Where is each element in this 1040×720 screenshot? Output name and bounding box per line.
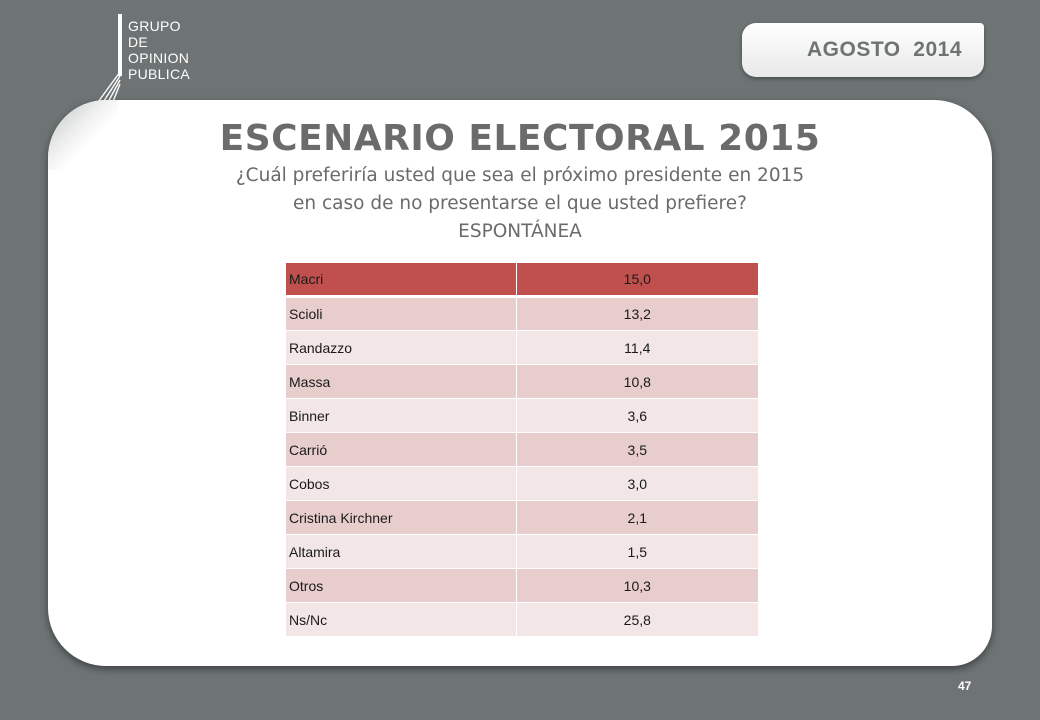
- candidate-value: 10,8: [515, 364, 760, 399]
- table-row: Carrió 3,5: [285, 432, 760, 467]
- table-row: Cristina Kirchner 2,1: [285, 500, 760, 535]
- candidate-value: 25,8: [515, 602, 760, 637]
- candidate-value: 1,5: [515, 534, 760, 569]
- candidate-name: Scioli: [285, 296, 517, 331]
- table-row: Cobos 3,0: [285, 466, 760, 501]
- candidate-value: 3,5: [515, 432, 760, 467]
- candidate-name: Altamira: [285, 534, 517, 569]
- table-row: Binner 3,6: [285, 398, 760, 433]
- page-number: 47: [958, 679, 972, 693]
- candidate-name: Ns/Nc: [285, 602, 517, 637]
- table-row: Macri 15,0: [285, 262, 760, 298]
- candidate-name: Randazzo: [285, 330, 517, 365]
- candidate-value: 15,0: [515, 262, 760, 298]
- table-row: Randazzo 11,4: [285, 330, 760, 365]
- logo-line: GRUPO: [128, 18, 181, 34]
- logo-line: OPINION: [128, 50, 190, 66]
- date-label: AGOSTO 2014: [806, 38, 962, 61]
- table-row: Altamira 1,5: [285, 534, 760, 569]
- table-row: Ns/Nc 25,8: [285, 602, 760, 637]
- candidate-name: Macri: [285, 262, 517, 298]
- candidate-name: Cobos: [285, 466, 517, 501]
- logo-wordmark: GRUPO DE OPINION PUBLICA: [128, 18, 190, 82]
- table-row: Otros 10,3: [285, 568, 760, 603]
- candidate-name: Otros: [285, 568, 517, 603]
- logo-line: PUBLICA: [128, 66, 191, 82]
- candidate-name: Massa: [285, 364, 517, 399]
- date-badge: AGOSTO 2014: [742, 23, 984, 77]
- table-row: Massa 10,8: [285, 364, 760, 399]
- candidate-name: Cristina Kirchner: [285, 500, 517, 535]
- candidate-name: Carrió: [285, 432, 517, 467]
- table-row: Scioli 13,2: [285, 296, 760, 331]
- logo-line: DE: [128, 34, 149, 50]
- candidate-value: 3,6: [515, 398, 760, 433]
- candidate-value: 3,0: [515, 466, 760, 501]
- results-table: Macri 15,0 Scioli 13,2 Randazzo 11,4 Mas…: [285, 262, 760, 637]
- candidate-value: 2,1: [515, 500, 760, 535]
- page-title: ESCENARIO ELECTORAL 2015: [219, 118, 821, 159]
- logo: GRUPO DE OPINION PUBLICA: [98, 14, 208, 105]
- candidate-value: 11,4: [515, 330, 760, 365]
- candidate-value: 13,2: [515, 296, 760, 331]
- candidate-name: Binner: [285, 398, 517, 433]
- candidate-value: 10,3: [515, 568, 760, 603]
- question-line-1: ¿Cuál preferiría usted que sea el próxim…: [235, 165, 805, 186]
- question-type: ESPONTÁNEA: [458, 221, 582, 242]
- question-line-2: en caso de no presentarse el que usted p…: [293, 193, 747, 214]
